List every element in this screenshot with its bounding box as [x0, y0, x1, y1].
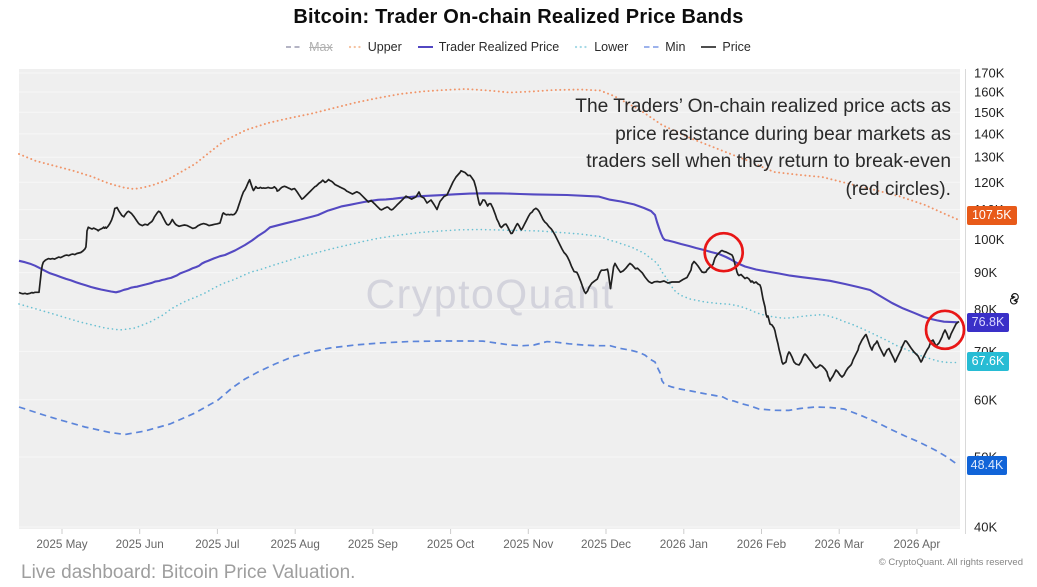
svg-text:2026 Mar: 2026 Mar — [815, 538, 864, 551]
svg-text:2025 Jul: 2025 Jul — [195, 538, 239, 551]
svg-text:2025 Dec: 2025 Dec — [581, 538, 631, 551]
svg-text:130K: 130K — [974, 150, 1005, 165]
svg-text:60K: 60K — [974, 392, 997, 407]
svg-text:2026 Feb: 2026 Feb — [737, 538, 787, 551]
svg-text:2026 Jan: 2026 Jan — [660, 538, 708, 551]
svg-text:150K: 150K — [974, 105, 1005, 120]
svg-text:170K: 170K — [974, 66, 1005, 81]
svg-text:120K: 120K — [974, 175, 1005, 190]
svg-text:2025 May: 2025 May — [36, 538, 87, 551]
svg-text:160K: 160K — [974, 85, 1005, 100]
svg-text:2025 Sep: 2025 Sep — [348, 538, 399, 551]
svg-text:40K: 40K — [974, 520, 997, 535]
svg-text:2025 Jun: 2025 Jun — [116, 538, 164, 551]
svg-text:100K: 100K — [974, 232, 1005, 247]
svg-text:2025 Nov: 2025 Nov — [503, 538, 553, 551]
svg-text:2026 Apr: 2026 Apr — [894, 538, 941, 551]
svg-text:CryptoQuant: CryptoQuant — [366, 271, 615, 317]
svg-text:140K: 140K — [974, 126, 1005, 141]
svg-text:2025 Aug: 2025 Aug — [270, 538, 319, 551]
svg-text:90K: 90K — [974, 265, 997, 280]
svg-text:2025 Oct: 2025 Oct — [427, 538, 475, 551]
